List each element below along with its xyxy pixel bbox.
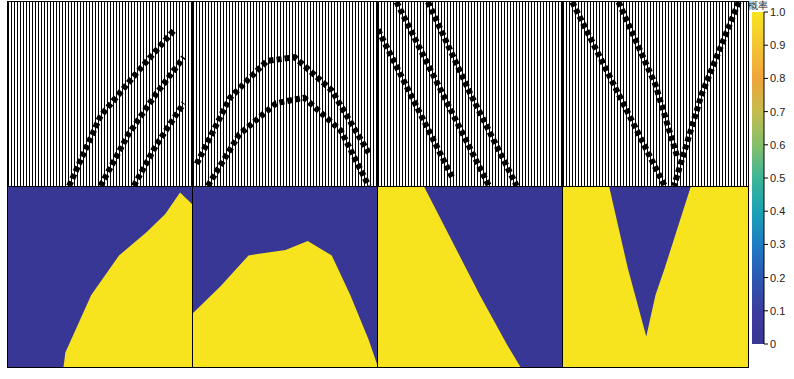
svg-text:0.8: 0.8 (770, 72, 785, 84)
svg-text:0.9: 0.9 (770, 39, 785, 51)
svg-text:0.4: 0.4 (770, 205, 785, 217)
svg-text:0.6: 0.6 (770, 139, 785, 151)
svg-text:0.2: 0.2 (770, 272, 785, 284)
html-text:概率: 概率 (748, 0, 768, 11)
svg-text:0.1: 0.1 (770, 305, 785, 317)
svg-text:0.5: 0.5 (770, 172, 785, 184)
svg-text:0: 0 (770, 338, 776, 350)
svg-text:0.7: 0.7 (770, 106, 785, 118)
svg-text:0.3: 0.3 (770, 238, 785, 250)
svg-text:1.0: 1.0 (770, 6, 785, 18)
